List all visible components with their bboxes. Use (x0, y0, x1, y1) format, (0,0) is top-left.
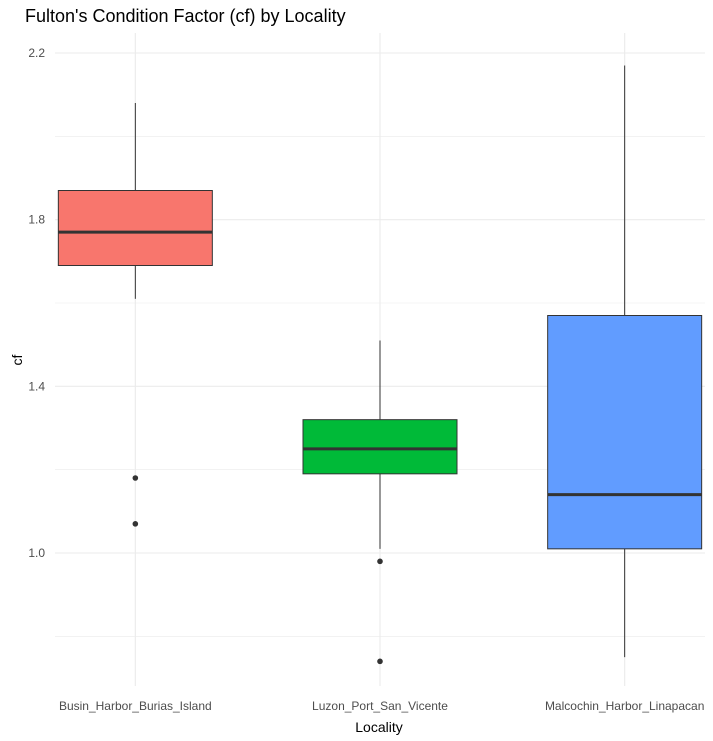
outlier-point (377, 658, 383, 665)
x-tick-label: Malcochin_Harbor_Linapacan (545, 699, 704, 713)
box (302, 419, 458, 475)
axes: 1.0 1.4 1.8 2.2 Busin_Harbor_Burias_Island Lu… (28, 46, 704, 713)
box (57, 190, 213, 266)
chart-title: Fulton's Condition Factor (cf) by Locali… (25, 6, 346, 26)
y-tick-label: 1.4 (28, 379, 45, 393)
y-axis-title: cf (9, 354, 25, 365)
box (547, 315, 703, 550)
outlier-point (132, 521, 139, 527)
y-tick-label: 2.2 (28, 46, 45, 60)
outlier-point (377, 558, 383, 565)
x-tick-label: Luzon_Port_San_Vicente (312, 699, 448, 713)
x-tick-label: Busin_Harbor_Burias_Island (59, 699, 212, 713)
outlier-point (132, 475, 139, 481)
y-tick-label: 1.8 (28, 213, 45, 227)
box-marks (57, 65, 703, 665)
y-tick-label: 1.0 (28, 546, 45, 560)
x-axis-title: Locality (355, 719, 402, 735)
